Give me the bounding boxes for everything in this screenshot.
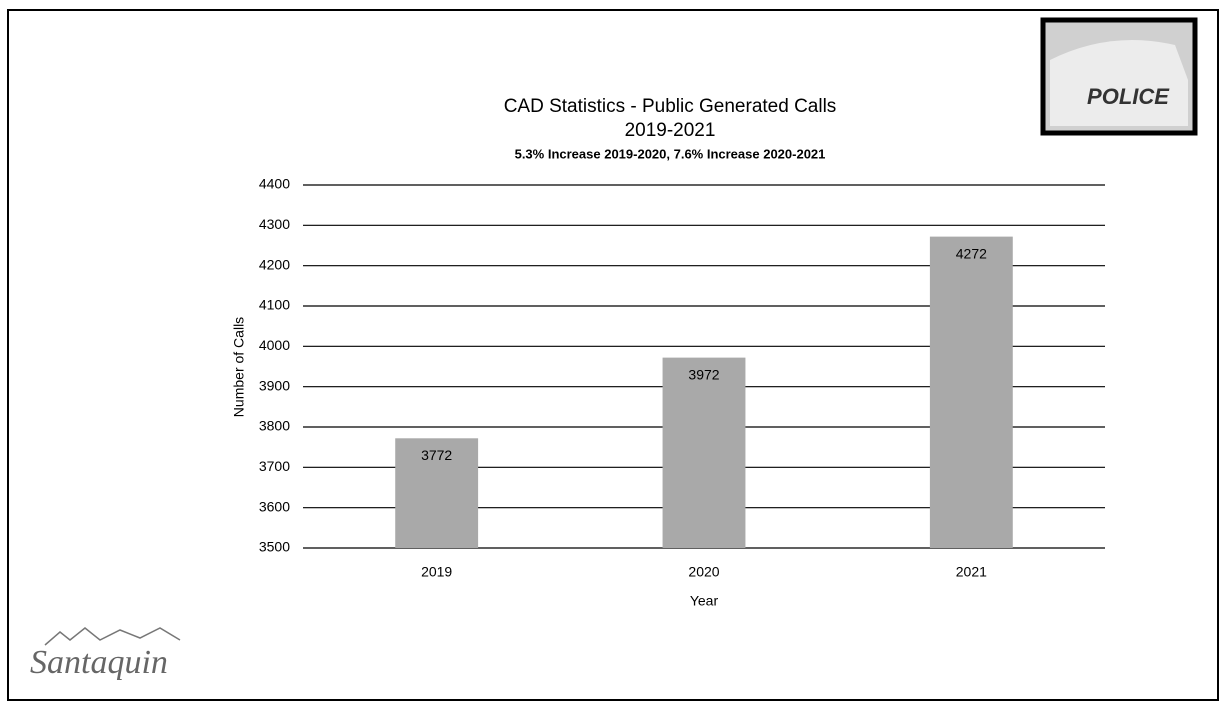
x-axis-label: Year xyxy=(690,593,719,609)
bar xyxy=(929,236,1013,549)
car-shape xyxy=(1050,40,1188,126)
y-tick-label: 4300 xyxy=(259,216,290,232)
bar xyxy=(662,357,746,548)
y-tick-label: 4000 xyxy=(259,337,290,353)
chart-title: CAD Statistics - Public Generated Calls xyxy=(504,96,837,117)
x-tick-label: 2021 xyxy=(956,564,987,580)
logo-mountains xyxy=(44,627,181,646)
police-badge: POLICE xyxy=(1040,17,1198,136)
data-label: 3972 xyxy=(688,366,719,382)
chart-subtitle: 2019-2021 xyxy=(625,120,716,141)
y-tick-label: 4200 xyxy=(259,256,290,272)
y-tick-label: 3900 xyxy=(259,377,290,393)
y-tick-label: 3800 xyxy=(259,418,290,434)
data-label: 4272 xyxy=(956,245,987,261)
y-tick-label: 3500 xyxy=(259,539,290,555)
y-tick-label: 4400 xyxy=(259,176,290,192)
logo: Santaquin xyxy=(30,627,181,681)
y-tick-label: 3700 xyxy=(259,458,290,474)
y-tick-label: 3600 xyxy=(259,498,290,514)
x-tick-label: 2019 xyxy=(421,564,452,580)
frame xyxy=(7,9,1219,701)
annotation: 5.3% Increase 2019-2020, 7.6% Increase 2… xyxy=(515,146,826,161)
bar xyxy=(395,438,479,548)
data-label: 3772 xyxy=(421,447,452,463)
y-axis-label: Number of Calls xyxy=(231,317,247,417)
y-tick-label: 4100 xyxy=(259,297,290,313)
badge-text: POLICE xyxy=(1087,84,1170,109)
x-tick-label: 2020 xyxy=(688,564,719,580)
logo-text: Santaquin xyxy=(30,644,168,681)
